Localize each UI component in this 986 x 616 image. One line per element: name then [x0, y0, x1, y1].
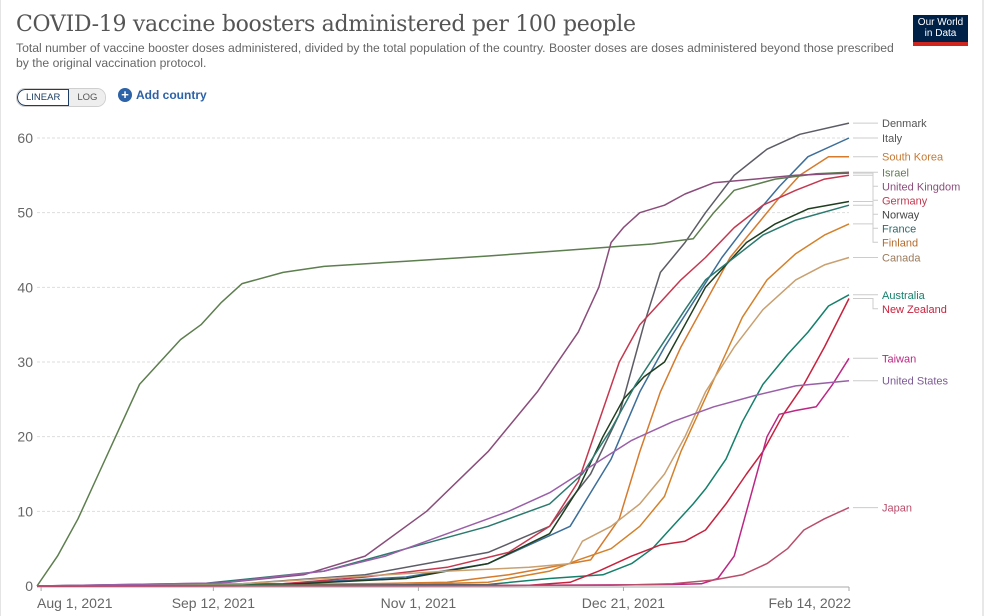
legend-label-denmark[interactable]: Denmark	[882, 118, 927, 130]
legend-label-japan[interactable]: Japan	[882, 503, 912, 515]
y-tick-label: 40	[17, 279, 33, 295]
series-line-new-zealand[interactable]	[36, 298, 850, 587]
series-line-canada[interactable]	[36, 256, 850, 587]
legend-label-germany[interactable]: Germany	[882, 195, 928, 207]
x-axis: Aug 1, 2021 Sep 12, 2021 Nov 1, 2021 Dec 21…	[37, 586, 851, 611]
series-line-israel[interactable]	[36, 171, 850, 587]
legend-label-new-zealand[interactable]: New Zealand	[882, 304, 947, 316]
legend-connector	[853, 204, 878, 229]
legend: Denmark Italy South Korea Israel United King…	[853, 118, 960, 515]
series-line-united-kingdom[interactable]	[36, 172, 850, 587]
chart-subtitle: Total number of vaccine booster doses ad…	[16, 41, 894, 70]
legend-label-canada[interactable]: Canada	[882, 252, 921, 264]
x-tick-label: Feb 14, 2022	[768, 595, 851, 611]
series-line-norway[interactable]	[36, 200, 850, 587]
scale-log-button[interactable]: LOG	[69, 89, 106, 106]
legend-label-france[interactable]: France	[882, 223, 916, 235]
series-line-japan[interactable]	[36, 506, 850, 587]
x-tick-label: Sep 12, 2021	[172, 595, 256, 611]
legend-connector	[853, 223, 878, 243]
scale-toggle[interactable]: LINEAR LOG	[16, 88, 107, 107]
series-line-finland[interactable]	[36, 223, 850, 587]
legend-label-italy[interactable]: Italy	[882, 133, 903, 145]
logo-line-2: in Data	[924, 28, 957, 39]
legend-connector	[853, 174, 878, 201]
series-line-italy[interactable]	[36, 137, 850, 587]
series-line-australia[interactable]	[36, 294, 850, 587]
series-line-taiwan[interactable]	[36, 357, 850, 587]
legend-label-united-kingdom[interactable]: United Kingdom	[882, 181, 960, 193]
logo-line-1: Our World	[917, 17, 964, 28]
y-tick-label: 20	[17, 429, 33, 445]
add-country-button[interactable]: + Add country	[118, 88, 207, 102]
legend-connector	[853, 172, 878, 187]
series-line-germany[interactable]	[36, 174, 850, 587]
series-line-denmark[interactable]	[36, 122, 850, 587]
legend-label-australia[interactable]: Australia	[882, 290, 926, 302]
y-tick-label: 30	[17, 354, 33, 370]
logo-accent-bar	[913, 42, 968, 46]
chart-title: COVID-19 vaccine boosters administered p…	[16, 12, 636, 37]
plus-circle-icon: +	[118, 88, 132, 102]
x-tick-label: Aug 1, 2021	[37, 595, 113, 611]
add-country-label: Add country	[136, 88, 207, 102]
y-tick-label: 10	[17, 503, 33, 519]
owid-logo[interactable]: Our World in Data	[913, 15, 968, 46]
y-axis: 0 10 20 30 40 50 60	[17, 130, 33, 594]
y-tick-label: 60	[17, 130, 33, 146]
y-tick-label: 0	[25, 578, 33, 594]
series-line-france[interactable]	[36, 204, 850, 587]
legend-label-south-korea[interactable]: South Korea	[882, 152, 944, 164]
series-lines	[36, 122, 850, 587]
legend-connector	[853, 298, 878, 310]
y-tick-label: 50	[17, 205, 33, 221]
series-line-south-korea[interactable]	[36, 155, 849, 587]
legend-label-finland[interactable]: Finland	[882, 237, 918, 249]
scale-linear-button[interactable]: LINEAR	[17, 89, 70, 106]
legend-label-norway[interactable]: Norway	[882, 209, 920, 221]
series-line-united-states[interactable]	[36, 379, 850, 587]
x-tick-label: Nov 1, 2021	[381, 595, 457, 611]
legend-label-israel[interactable]: Israel	[882, 167, 909, 179]
legend-label-united-states[interactable]: United States	[882, 376, 949, 388]
x-tick-label: Dec 21, 2021	[582, 595, 665, 611]
legend-label-taiwan[interactable]: Taiwan	[882, 353, 916, 365]
legend-connector	[853, 201, 878, 215]
